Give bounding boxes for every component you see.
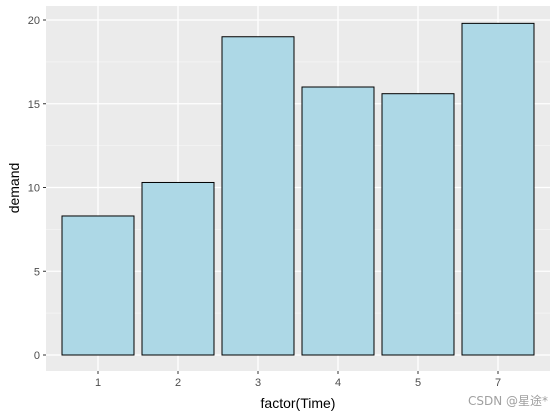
bars [61,22,535,356]
x-tick-label: 2 [175,377,181,389]
y-tick-label: 10 [28,183,40,195]
x-tick-label: 5 [415,377,421,389]
y-axis-title: demand [6,163,22,214]
bar-4 [301,86,375,356]
x-tick-label: 3 [255,377,261,389]
y-tick-label: 20 [28,15,40,27]
y-tick-label: 5 [34,266,40,278]
y-axis-ticks: 0 5 10 15 20 [28,15,46,362]
bar-5 [381,93,455,356]
y-tick-label: 0 [34,350,40,362]
x-axis-ticks: 1 2 3 4 5 7 [95,371,501,389]
bar-2 [141,181,215,356]
x-tick-label: 4 [335,377,341,389]
x-axis-title: factor(Time) [261,395,336,411]
bar-3 [221,36,295,356]
bar-7 [461,22,535,356]
x-tick-label: 1 [95,377,101,389]
x-tick-label: 7 [495,377,501,389]
watermark-text: CSDN @星途* [467,394,548,408]
bar-1 [61,215,135,356]
y-tick-label: 15 [28,99,40,111]
